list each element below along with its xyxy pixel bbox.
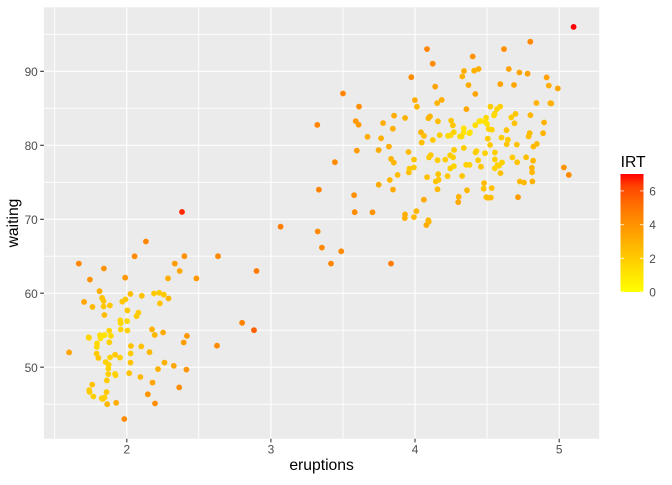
svg-text:0: 0 (649, 286, 656, 300)
svg-text:6: 6 (649, 185, 656, 199)
svg-text:90: 90 (25, 65, 39, 79)
svg-text:70: 70 (25, 213, 39, 227)
svg-text:60: 60 (25, 287, 39, 301)
svg-text:80: 80 (25, 139, 39, 153)
svg-text:50: 50 (25, 361, 39, 375)
svg-text:2: 2 (649, 252, 656, 266)
svg-text:3: 3 (268, 442, 275, 456)
svg-text:2: 2 (123, 442, 130, 456)
svg-text:4: 4 (412, 442, 419, 456)
svg-text:5: 5 (556, 442, 563, 456)
svg-text:IRT: IRT (621, 154, 646, 171)
svg-text:waiting: waiting (5, 199, 22, 249)
svg-text:4: 4 (649, 218, 656, 232)
svg-text:eruptions: eruptions (289, 457, 354, 474)
